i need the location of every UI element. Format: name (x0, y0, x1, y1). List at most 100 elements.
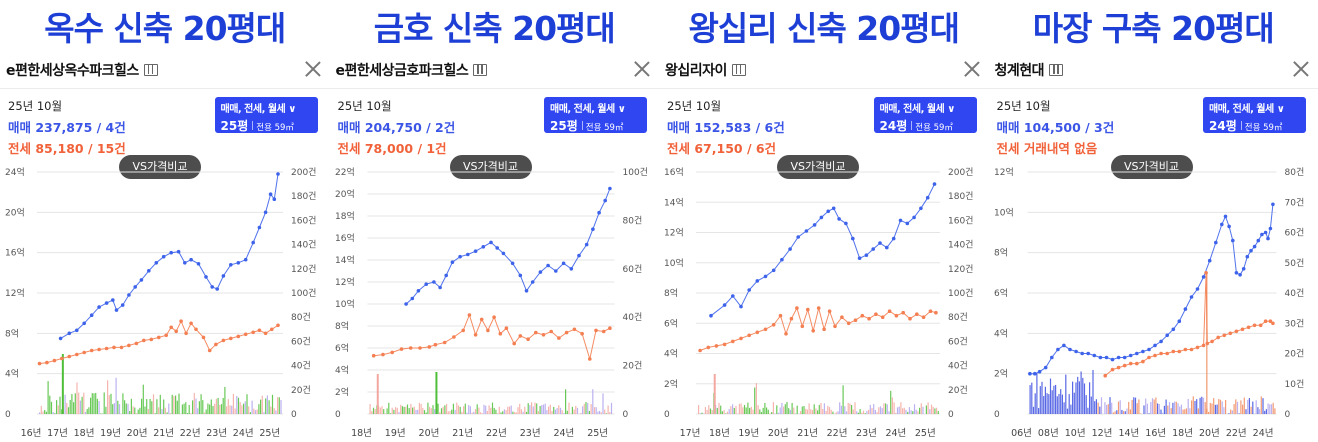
y-right-tick: 60건 (1284, 228, 1304, 239)
sale-point (111, 298, 115, 302)
x-tick: 24년 (885, 428, 906, 439)
jeonse-point (399, 347, 403, 351)
y-left-tick: 8억 (664, 287, 678, 299)
map-icon[interactable] (1049, 64, 1064, 76)
divider (0, 88, 330, 89)
trade-type-dropdown[interactable]: 매매, 전세, 월세 ∨ (550, 104, 626, 115)
trade-type-dropdown[interactable]: 매매, 전세, 월세 ∨ (879, 104, 956, 115)
complex-name[interactable]: e편한세상옥수파크힐스 (6, 63, 139, 79)
y-left-tick: 12억 (994, 166, 1014, 178)
type-area-selector[interactable]: 매매, 전세, 월세 ∨ 25평 전용 59㎡ (214, 97, 318, 133)
jeonse-point (37, 361, 42, 366)
y-left-tick: 16억 (664, 166, 684, 178)
jeonse-point (533, 330, 538, 335)
trade-type-dropdown[interactable]: 매매, 전세, 월세 ∨ (220, 104, 297, 115)
jeonse-point (511, 341, 516, 346)
jeonse-point (722, 342, 727, 347)
sale-point (196, 262, 201, 266)
type-area-selector[interactable]: 매매, 전세, 월세 ∨ 24평 전용 59㎡ (1203, 97, 1306, 133)
sale-point (1055, 347, 1060, 352)
map-icon[interactable] (143, 64, 158, 76)
pyeong-label: 25평 (220, 119, 249, 133)
area-label: 전용 59㎡ (915, 123, 953, 133)
chart-panel: 금호 신축 20평대 e편한세상금호파크힐스 25년 10월 매매 204,750 /… (329, 0, 659, 442)
sale-point (120, 303, 125, 307)
sale-point (709, 313, 713, 318)
sale-series-line (710, 183, 935, 317)
vs-compare-button[interactable]: VS가격비교 (119, 155, 201, 179)
type-area-selector[interactable]: 매매, 전세, 월세 ∨ 25평 전용 59㎡ (544, 97, 647, 133)
y-left-tick: 2억 (664, 378, 678, 390)
jeonse-point (179, 319, 183, 323)
jeonse-point (1209, 339, 1214, 344)
y-right-tick: 20건 (1284, 349, 1304, 360)
sale-point (925, 195, 930, 200)
sale-point (804, 229, 809, 233)
jeonse-point (1195, 345, 1199, 350)
jeonse-point (901, 310, 905, 315)
jeonse-point (811, 329, 815, 333)
complex-name[interactable]: 왕십리자이 (665, 63, 727, 79)
vs-compare-button[interactable]: VS가격비교 (1110, 155, 1193, 179)
y-left-tick: 6억 (994, 287, 1008, 299)
sale-point (857, 256, 862, 260)
map-icon[interactable] (731, 64, 746, 76)
sale-point (524, 289, 528, 293)
sale-point (1268, 226, 1272, 231)
jeonse-series-line (373, 313, 610, 361)
sale-point (1223, 214, 1227, 219)
jeonse-point (1252, 323, 1256, 328)
close-icon[interactable] (1290, 58, 1312, 80)
sale-point (1134, 351, 1139, 356)
close-icon[interactable] (302, 58, 324, 80)
jeonse-point (236, 334, 241, 339)
jeonse-point (867, 316, 871, 321)
y-right-tick: 80건 (948, 312, 968, 323)
close-icon[interactable] (961, 58, 983, 80)
trade-type-dropdown[interactable]: 매매, 전세, 월세 ∨ (1209, 104, 1285, 115)
y-right-tick: 180건 (291, 191, 316, 202)
type-area-selector[interactable]: 매매, 전세, 월세 ∨ 24평 전용 59㎡ (873, 97, 977, 133)
sale-point (1265, 236, 1270, 241)
vs-compare-button[interactable]: VS가격비교 (449, 155, 532, 179)
x-tick: 12년 (1091, 428, 1112, 439)
vs-compare-button[interactable]: VS가격비교 (777, 155, 859, 179)
jeonse-point (194, 327, 198, 332)
sale-point (236, 261, 241, 265)
sale-point (1092, 353, 1096, 358)
complex-header: e편한세상금호파크힐스 (336, 56, 654, 84)
x-tick: 18년 (1172, 428, 1193, 439)
jeonse-point (853, 318, 858, 322)
sale-point (133, 285, 137, 289)
y-right-tick: 20건 (948, 385, 968, 396)
pyeong-label: 24평 (879, 119, 908, 133)
x-tick: 18년 (709, 428, 730, 439)
map-icon[interactable] (473, 64, 488, 76)
jeonse-point (816, 306, 821, 310)
y-left-tick: 0 (664, 410, 670, 420)
month-label: 25년 10월 (667, 99, 722, 113)
close-icon[interactable] (631, 58, 653, 80)
jeonse-point (1234, 329, 1238, 334)
sale-point (403, 302, 408, 306)
sale-point (494, 246, 499, 250)
jeonse-series-line (1104, 272, 1273, 377)
sale-point (97, 305, 101, 309)
jeonse-point (442, 340, 446, 345)
sale-point (1245, 254, 1249, 259)
chart-panel: 마장 구축 20평대 청계현대 25년 10월 매매 104,500 / 3건 전세 거… (988, 0, 1318, 442)
x-tick: 22년 (827, 428, 848, 439)
complex-name[interactable]: e편한세상금호파크힐스 (335, 63, 469, 79)
sale-point (1067, 347, 1072, 352)
jeonse-point (1228, 331, 1232, 336)
complex-name[interactable]: 청계현대 (994, 63, 1045, 79)
sale-point (1085, 351, 1090, 356)
sale-point (443, 273, 448, 278)
jeonse-point (1205, 341, 1209, 346)
y-right-tick: 60건 (622, 264, 642, 275)
y-left-tick: 10억 (335, 298, 355, 310)
jeonse-point (157, 335, 161, 340)
jeonse-point (541, 333, 545, 337)
sale-point (221, 274, 226, 278)
y-left-tick: 20억 (335, 188, 355, 200)
